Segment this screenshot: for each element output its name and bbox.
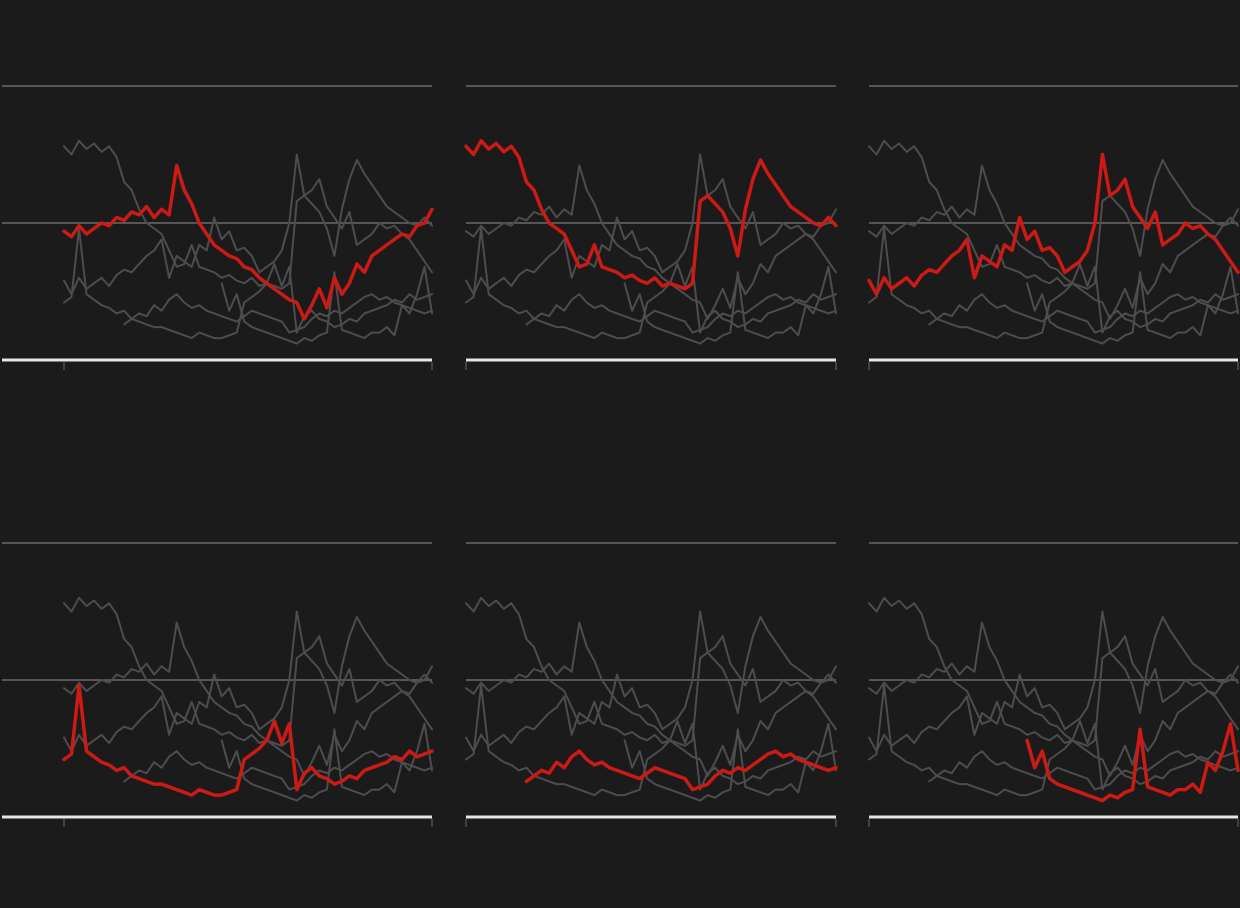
series-line <box>63 621 433 777</box>
series-line <box>868 227 1239 340</box>
series-line <box>867 152 1240 296</box>
series-line <box>123 293 433 334</box>
series-line <box>465 684 837 797</box>
series-line <box>123 750 433 791</box>
panel <box>464 85 838 370</box>
series-line <box>62 683 434 797</box>
series-line <box>63 153 433 296</box>
series-line <box>465 610 837 753</box>
series-line <box>62 163 434 321</box>
panel <box>2 85 434 370</box>
series-line <box>63 610 433 753</box>
series-line <box>1025 722 1240 803</box>
series-line <box>868 139 1239 290</box>
series-line <box>623 722 837 802</box>
series-line <box>928 750 1239 791</box>
series-line <box>868 596 1239 747</box>
series-line <box>868 684 1239 797</box>
series-line <box>868 610 1239 753</box>
panel <box>465 542 838 827</box>
series-line <box>465 621 837 777</box>
series-line <box>868 621 1239 777</box>
series-line <box>525 293 837 334</box>
series-line <box>220 722 433 802</box>
series-line <box>63 227 433 340</box>
panel <box>2 542 434 827</box>
series-line <box>928 293 1239 334</box>
panel <box>868 542 1240 827</box>
series-line <box>524 749 838 792</box>
series-line <box>623 265 837 345</box>
series-line <box>465 153 837 296</box>
series-line <box>1026 265 1239 345</box>
series-line <box>63 596 433 747</box>
series-line <box>63 139 433 290</box>
series-line <box>868 164 1239 320</box>
series-line <box>465 164 837 320</box>
series-line <box>220 265 433 345</box>
series-line <box>465 227 837 340</box>
series-line <box>464 139 838 291</box>
series-line <box>465 596 837 747</box>
panel <box>867 85 1240 370</box>
